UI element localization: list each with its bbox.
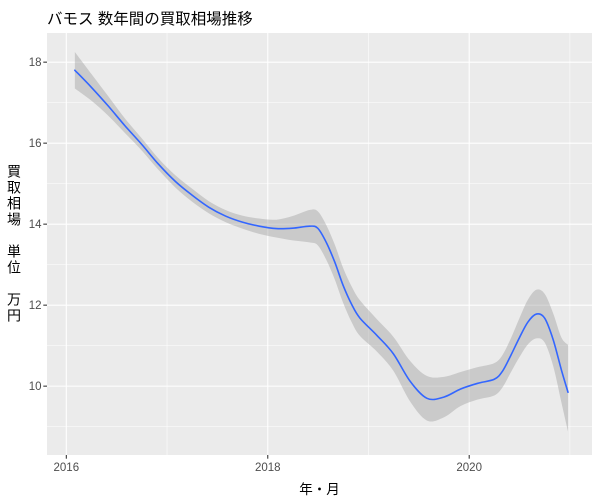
minor-gridlines [47, 33, 592, 455]
x-tick-label: 2016 [54, 462, 80, 474]
x-axis-title: 年・月 [299, 482, 340, 497]
y-tick-label: 18 [29, 57, 42, 69]
y-tick-label: 14 [29, 219, 42, 231]
y-axis-title: 買取相場 単位 万円 [6, 164, 22, 324]
y-axis: 10 12 14 16 18 [29, 57, 47, 393]
x-axis: 2016 2018 2020 [54, 455, 482, 474]
y-tick-label: 12 [29, 300, 42, 312]
major-gridlines [47, 33, 592, 455]
smooth-line [74, 69, 569, 401]
y-tick-label: 10 [29, 381, 42, 393]
confidence-band [74, 52, 568, 432]
plot-panel [47, 33, 592, 455]
y-tick-label: 16 [29, 138, 42, 150]
x-tick-label: 2018 [255, 462, 281, 474]
x-tick-label: 2020 [456, 462, 482, 474]
chart-title: バモス 数年間の買取相場推移 [47, 11, 253, 28]
